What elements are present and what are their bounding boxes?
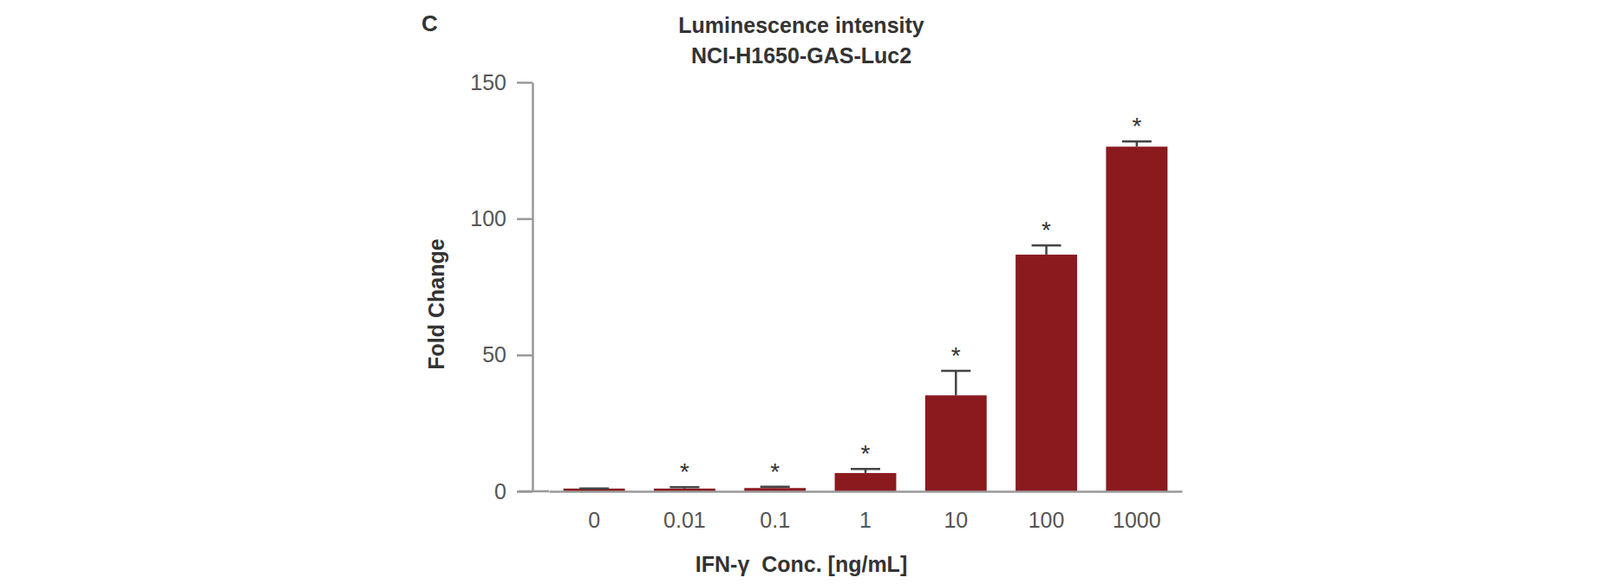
y-axis: 0 50 100 150 [470,70,533,504]
x-tick: 100 [1028,491,1065,533]
x-tick-label: 0.1 [759,508,791,533]
error-bar [940,371,971,396]
x-tick-label: 10 [943,508,968,533]
y-tick-label: 0 [494,479,507,504]
x-tick: 1 [859,491,872,533]
error-cap [760,485,791,489]
y-tick-label: 150 [470,70,507,95]
y-axis-line [531,83,535,493]
x-axis: 0 0.01 0.1 1 10 100 1000 [549,491,1183,533]
significance-marker: * [1041,216,1052,244]
error-line [1044,245,1048,255]
x-axis-title: IFN-γ Conc. [ng/mL] [695,552,908,577]
title: NCI-H1650-GAS-Luc2 [691,43,912,68]
x-tick-label: 100 [1028,508,1065,533]
error-cap [850,468,881,471]
y-tick-label: 50 [482,342,507,367]
y-tick-mark [516,218,533,222]
panel-label: C [421,10,438,37]
x-tick-label: 0 [587,508,601,533]
error-bar [669,487,699,490]
error-bar [579,488,609,490]
error-cap [940,370,971,373]
x-tick-label: 0.01 [663,508,706,533]
plot-area [563,141,1169,492]
y-tick-mark [516,354,533,358]
x-tick: 0 [587,491,601,533]
x-tick: 1000 [1112,491,1162,533]
error-bar [1122,141,1152,147]
error-cap [1031,244,1062,248]
y-tick: 150 [470,70,533,95]
significance-marker: * [679,458,690,486]
y-tick: 100 [470,206,533,231]
y-tick: 50 [482,342,533,367]
x-tick: 0.1 [759,491,791,533]
chart: C Luminescence intensity NCI-H1650-GAS-Luc… [0,0,1600,584]
error-bar [760,487,791,490]
x-tick-label: 1000 [1112,508,1162,533]
x-axis-line [549,490,1183,494]
x-tick: 10 [943,491,968,533]
error-bar [1031,245,1062,255]
title: Luminescence intensity [678,13,925,38]
bar [835,473,897,492]
error-line [954,371,958,396]
error-cap [669,486,699,490]
significance-marker: * [861,440,871,468]
bar [925,395,987,492]
y-tick-label: 100 [470,206,507,231]
error-cap [579,488,609,491]
x-tick: 0.01 [663,491,706,533]
significance-marker: * [951,342,961,370]
bar [1015,254,1078,492]
bar [1105,146,1168,492]
y-axis-title: Fold Change [424,238,449,370]
x-tick-label: 1 [859,508,872,533]
y-tick-mark [516,81,533,85]
x-axis-extension [518,490,549,494]
significance-marker: * [770,458,780,486]
error-bar [850,469,881,474]
significance-marker: * [1131,112,1142,140]
error-cap [1122,140,1152,144]
